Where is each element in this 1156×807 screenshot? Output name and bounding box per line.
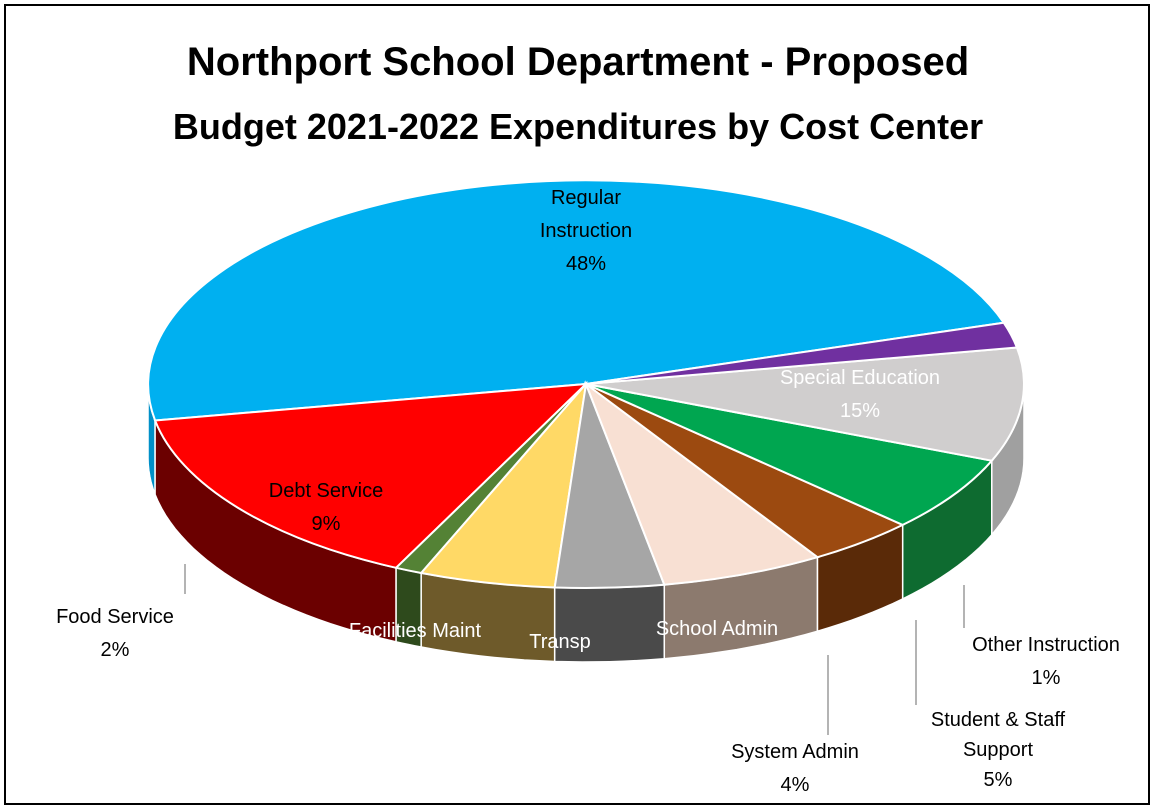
pie-slice-facilities-maint	[585, 383, 994, 527]
data-label-regular-instruction: 48%	[566, 253, 606, 275]
category-label-transp: Transp	[529, 631, 591, 653]
pie-slice-school-admin	[583, 381, 820, 586]
pie-labels: Regular Instruction 48% Special Education 15…	[56, 187, 1120, 796]
category-label-student-staff-support: Support	[963, 739, 1033, 761]
data-label-system-admin: 4%	[781, 774, 810, 796]
chart-frame	[4, 4, 1150, 805]
slice-label-regular-instruction: Regular Instruction 48%	[540, 187, 632, 275]
data-label-other-instruction: 1%	[1032, 667, 1061, 689]
category-label-system-admin: System Admin	[731, 741, 859, 763]
slice-label-other-instruction: Other Instruction 1%	[972, 634, 1120, 689]
pie-sides	[147, 383, 1025, 663]
data-label-transp: 4%	[546, 664, 575, 686]
category-label-facilities-maint: Facilities Maint	[349, 620, 482, 642]
data-label-facilities-maint: 6%	[401, 653, 430, 675]
slice-label-debt-service: Debt Service 9%	[269, 480, 384, 535]
slice-label-school-admin: School Admin 6%	[656, 618, 778, 673]
pie-slice-special-education	[153, 382, 589, 569]
slice-label-system-admin: System Admin 4%	[731, 741, 859, 796]
slice-label-student-staff-support: Student & Staff Support 5%	[931, 709, 1066, 791]
category-label-school-admin: School Admin	[656, 618, 778, 640]
data-label-student-staff-support: 5%	[984, 769, 1013, 791]
slice-label-transp: Transp 4%	[529, 631, 591, 686]
category-label-special-education: Special Education	[780, 367, 940, 389]
slice-label-food-service: Food Service 2%	[56, 606, 174, 661]
pie-slice-regular-instruction	[147, 179, 1006, 422]
category-label-regular-instruction: Instruction	[540, 220, 632, 242]
slice-label-facilities-maint: Facilities Maint 6%	[349, 620, 482, 675]
data-label-food-service: 2%	[101, 639, 130, 661]
category-label-debt-service: Debt Service	[269, 480, 384, 502]
data-label-special-education: 15%	[840, 400, 880, 422]
pie-slice-food-service	[585, 321, 1019, 385]
data-label-debt-service: 9%	[312, 513, 341, 535]
category-label-regular-instruction: Regular	[551, 187, 621, 209]
pie-top	[147, 179, 1025, 590]
category-label-student-staff-support: Student & Staff	[931, 709, 1066, 731]
pie-slice-debt-service	[585, 346, 1025, 462]
data-label-school-admin: 6%	[703, 651, 732, 673]
category-label-other-instruction: Other Instruction	[972, 634, 1120, 656]
chart-title-line-2: Budget 2021-2022 Expenditures by Cost Ce…	[172, 106, 984, 147]
category-label-food-service: Food Service	[56, 606, 174, 628]
slice-label-special-education: Special Education 15%	[780, 367, 940, 422]
chart-title-line-1: Northport School Department - Proposed	[186, 40, 970, 84]
